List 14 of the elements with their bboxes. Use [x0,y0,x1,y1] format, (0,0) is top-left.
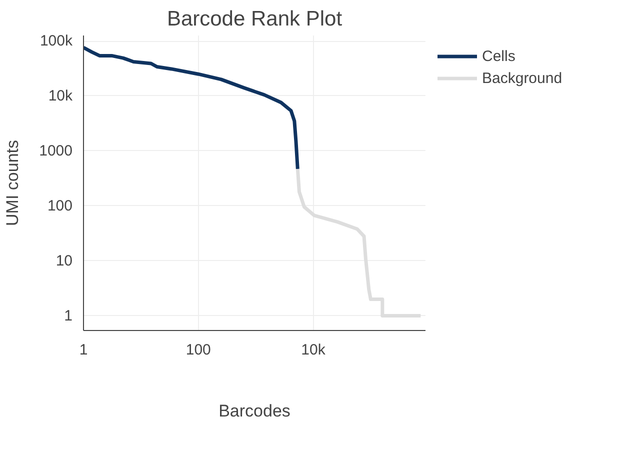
y-tick-label: 1000 [39,142,73,160]
y-tick-label: 100 [47,197,73,214]
chart-title: Barcode Rank Plot [166,8,342,30]
y-tick-label: 10k [48,87,73,104]
y-tick-label: 1 [64,307,72,324]
x-axis-title: Barcodes [218,402,290,420]
y-axis-title: UMI counts [3,140,22,226]
x-tick-label: 1 [79,342,88,358]
y-tick-label: 10 [56,252,73,270]
legend-label: Background [482,69,562,87]
x-tick-label: 100 [186,342,211,358]
y-tick-label: 100k [40,32,73,50]
x-tick-label: 10k [301,342,326,358]
legend-label: Cells [482,47,516,65]
